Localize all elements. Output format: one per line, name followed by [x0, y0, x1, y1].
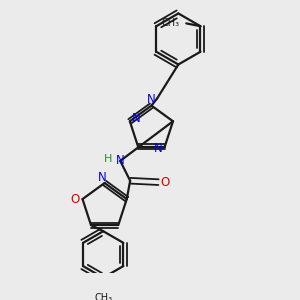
Text: N: N — [147, 93, 156, 106]
Text: N: N — [154, 142, 163, 154]
Text: O: O — [160, 176, 170, 189]
Text: CH₃: CH₃ — [162, 17, 180, 28]
Text: CH₃: CH₃ — [94, 293, 112, 300]
Text: H: H — [104, 154, 112, 164]
Text: N: N — [132, 112, 140, 125]
Text: N: N — [116, 154, 124, 167]
Text: O: O — [71, 193, 80, 206]
Text: N: N — [98, 171, 107, 184]
